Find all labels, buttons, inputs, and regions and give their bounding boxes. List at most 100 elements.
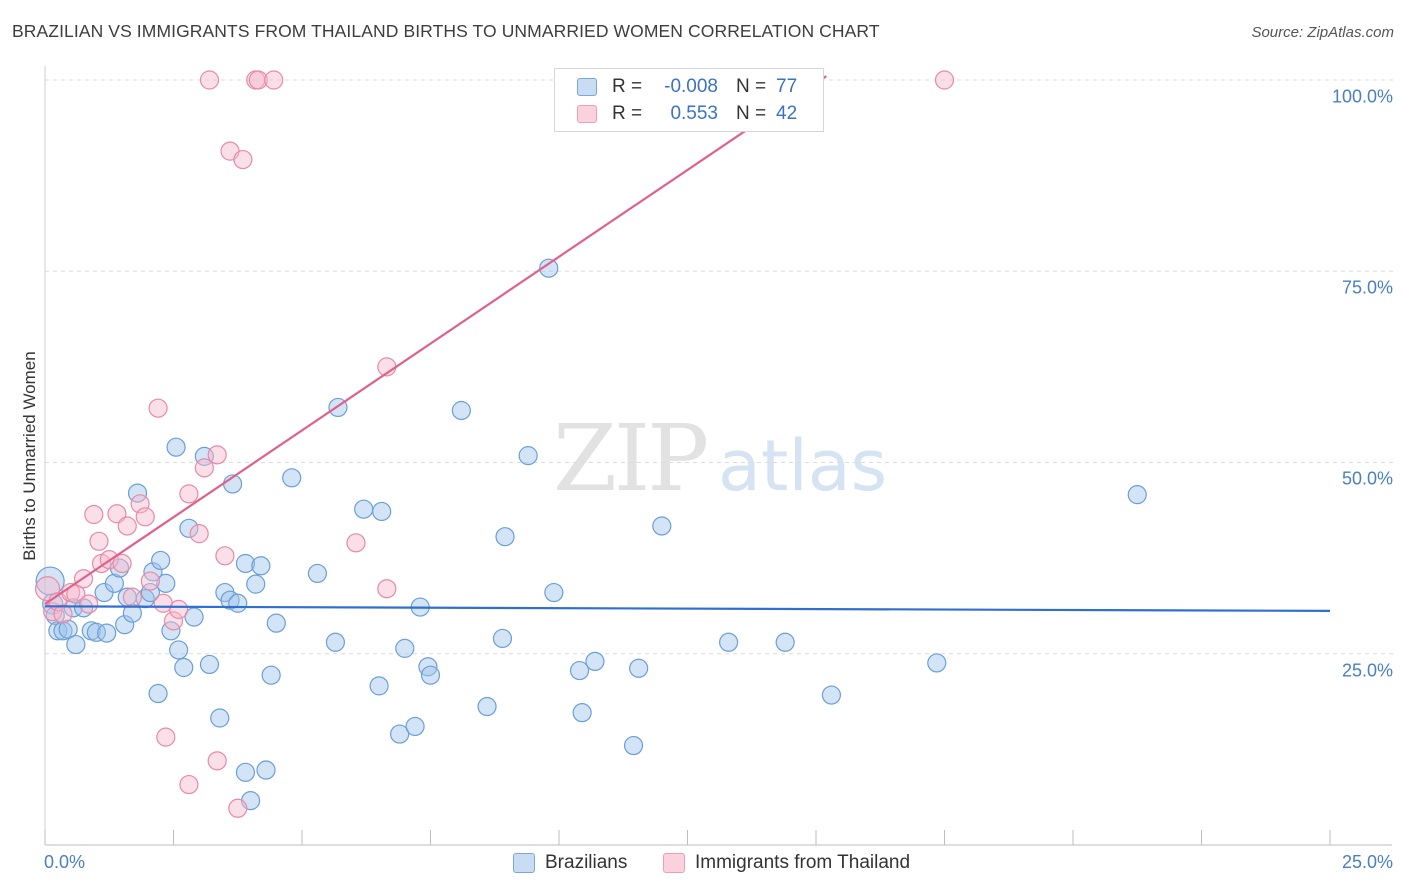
brazilian-point xyxy=(174,657,194,678)
x-tick-label-max: 25.0% xyxy=(1341,852,1393,872)
legend-r-label: R = xyxy=(612,76,643,97)
legend-item-thailand: Immigrants from Thailand xyxy=(663,852,910,874)
thailand-point xyxy=(163,611,184,631)
thailand-point xyxy=(233,149,253,170)
watermark-zip: ZIP xyxy=(553,405,709,512)
brazilian-point xyxy=(261,665,281,685)
brazilian-point xyxy=(228,593,248,613)
thailand-point xyxy=(122,587,142,607)
legend-r-value: -0.008 xyxy=(664,76,718,97)
thailand-point xyxy=(169,599,189,619)
brazilian-point xyxy=(235,553,256,574)
brazilian-point xyxy=(927,653,947,673)
source-label: Source: ZipAtlas.com xyxy=(1251,24,1394,41)
thailand-point xyxy=(207,445,227,465)
watermark-atlas: atlas xyxy=(718,425,888,507)
thailand-point xyxy=(117,516,137,536)
brazilian-point xyxy=(477,696,497,717)
brazilian-point xyxy=(184,607,204,627)
brazilian-point xyxy=(169,640,189,660)
thailand-point xyxy=(140,571,160,591)
brazilian-point xyxy=(719,632,739,652)
brazilian-point xyxy=(251,556,271,576)
y-tick-label-100: 100.0% xyxy=(1331,86,1393,107)
brazilian-point xyxy=(35,566,65,596)
thailand-point xyxy=(89,531,109,551)
brazilian-point xyxy=(572,703,592,723)
brazilian-point xyxy=(210,708,230,728)
thailand-point xyxy=(179,484,199,504)
brazilian-point xyxy=(775,632,795,652)
brazilian-point xyxy=(325,632,346,652)
brazilian-point xyxy=(97,623,117,643)
brazilian-point xyxy=(115,615,135,635)
thailand-point xyxy=(377,579,397,599)
thailand-point xyxy=(194,458,214,478)
brazilian-point xyxy=(140,582,160,603)
brazilian-point xyxy=(220,590,240,610)
legend-n-value: 42 xyxy=(776,103,798,124)
brazilian-point xyxy=(307,563,328,584)
legend-row-thailand: R = 0.553 N = 42 xyxy=(577,103,797,125)
brazilian-point xyxy=(495,527,515,547)
thailand-point xyxy=(199,70,220,90)
legend-swatch-blue xyxy=(513,853,535,873)
brazilian-point xyxy=(372,501,392,522)
brazilian-point xyxy=(623,735,644,756)
brazilian-point xyxy=(451,400,471,421)
thailand-point xyxy=(215,546,235,566)
legend-item-brazilians: Brazilians xyxy=(513,852,627,874)
legend-r-value: 0.553 xyxy=(670,103,718,124)
legend-n-label: N = xyxy=(736,76,767,97)
legend-label-thailand: Immigrants from Thailand xyxy=(695,852,911,873)
thailand-point xyxy=(148,398,168,418)
brazilian-point xyxy=(354,499,374,519)
brazilian-point xyxy=(256,760,276,780)
brazilian-point xyxy=(148,683,168,704)
legend-swatch-blue xyxy=(577,78,597,96)
thailand-point xyxy=(135,507,155,527)
thailand-point xyxy=(156,727,176,747)
thailand-point xyxy=(189,524,209,544)
legend-r-label: R = xyxy=(612,103,643,124)
brazilian-point xyxy=(104,573,124,593)
brazilian-point xyxy=(544,582,564,603)
brazilian-point xyxy=(156,573,176,593)
brazilian-point xyxy=(66,634,86,655)
thailand-point xyxy=(228,798,248,818)
thailand-trend-line xyxy=(44,75,827,605)
brazilian-point xyxy=(266,613,286,633)
chart-title: BRAZILIAN VS IMMIGRANTS FROM THAILAND BI… xyxy=(12,21,880,41)
thailand-point xyxy=(934,70,955,90)
thailand-point xyxy=(248,70,268,90)
brazilian-trend-line xyxy=(44,605,1331,613)
brazilian-point xyxy=(539,258,559,278)
brazilian-point xyxy=(390,724,410,744)
thailand-point xyxy=(107,504,127,524)
brazilian-point xyxy=(166,437,186,457)
brazilian-point xyxy=(1127,485,1147,505)
brazilian-point xyxy=(179,518,199,538)
y-tick-label-75: 75.0% xyxy=(1341,277,1393,298)
brazilian-point xyxy=(246,574,266,594)
legend-n-label: N = xyxy=(736,103,767,124)
brazilian-point xyxy=(629,658,649,678)
brazilian-point xyxy=(282,468,302,488)
brazilian-point xyxy=(652,516,672,536)
stats-legend: R = -0.008 N = 77 R = 0.553 N = 42 xyxy=(554,68,824,132)
thailand-point xyxy=(84,504,104,525)
brazilian-point xyxy=(235,762,256,782)
y-tick-label-50: 50.0% xyxy=(1341,468,1393,489)
brazilian-point xyxy=(492,628,513,649)
x-tick-label-min: 0.0% xyxy=(44,852,86,872)
legend-n-value: 77 xyxy=(776,76,798,97)
brazilian-point xyxy=(569,660,590,681)
brazilian-point xyxy=(420,665,441,685)
brazilian-point xyxy=(86,622,107,642)
brazilian-point xyxy=(369,676,389,696)
brazilian-point xyxy=(518,446,538,466)
thailand-point xyxy=(53,604,73,624)
legend-label-brazilians: Brazilians xyxy=(545,852,628,873)
thailand-point xyxy=(34,576,61,602)
